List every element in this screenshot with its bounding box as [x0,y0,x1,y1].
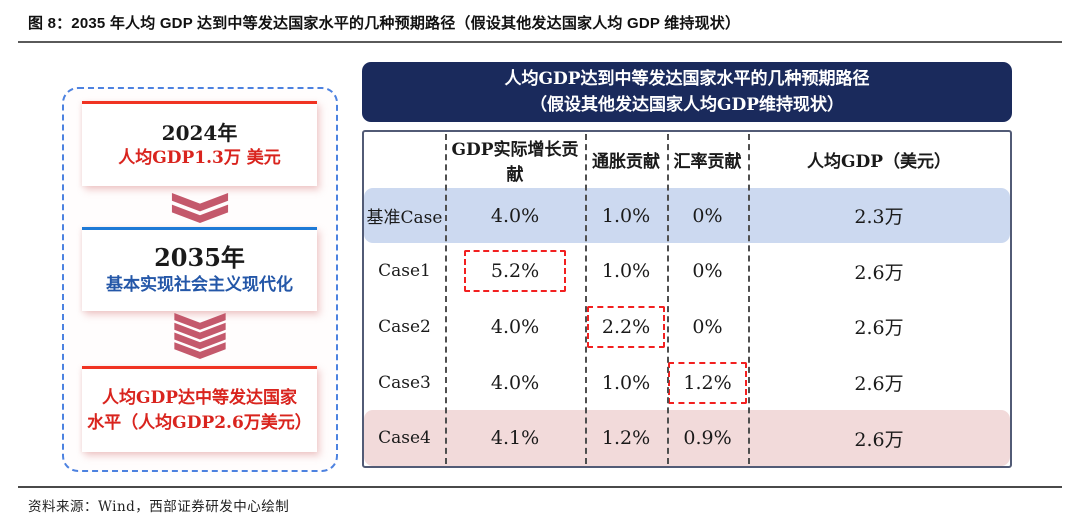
header-cell: 人均GDP（美元） [806,152,952,173]
flow-step-detail: 人均GDP1.3万 美元 [118,147,281,168]
highlight-dashed-box: 2.2% [586,305,666,348]
table-cell: 2.6万 [854,428,904,451]
caption-divider [18,41,1062,43]
table-row-case3: Case3 4.0% 1.0% 1.2% 2.6万 [364,355,1010,411]
table-cell: 0% [692,204,723,227]
quad-chevron-down-icon [174,313,226,359]
table-cell: 2.6万 [854,373,904,396]
flow-step-year: 2024年 [161,120,238,145]
flow-step-year: 2035年 [154,243,245,272]
table-header-row: GDP实际增长贡献 通胀贡献 汇率贡献 人均GDP（美元） [364,132,1010,188]
table-title-line1: 人均GDP达到中等发达国家水平的几种预期路径 [504,69,870,89]
table-cell: 4.0% [490,204,540,227]
flow-step-target: 人均GDP达中等发达国家 水平（人均GDP2.6万美元） [82,366,317,452]
flowchart-panel: 2024年 人均GDP1.3万 美元 2035年 基本实现社会主义现代化 人均G… [62,87,338,472]
table-title-banner: 人均GDP达到中等发达国家水平的几种预期路径 （假设其他发达国家人均GDP维持现… [362,62,1012,122]
table-cell: 1.2% [601,427,651,450]
table-cell: 2.2% [585,299,667,355]
table-row-case1: Case1 5.2% 1.0% 0% 2.6万 [364,243,1010,299]
table-cell: 1.0% [601,371,651,394]
table-cell: 0% [692,315,723,338]
table-cell: 0.9% [683,427,732,450]
projection-table: GDP实际增长贡献 通胀贡献 汇率贡献 人均GDP（美元） 基准Case 4.0… [362,130,1012,468]
table-cell: 1.0% [601,260,651,283]
row-label: 基准Case [366,208,443,228]
table-cell: 4.0% [490,371,540,394]
source-note: 资料来源：Wind，西部证券研发中心绘制 [28,499,290,515]
table-cell: 5.2% [445,243,585,299]
flow-step-2024: 2024年 人均GDP1.3万 美元 [82,101,317,186]
header-cell: GDP实际增长贡献 [451,139,579,185]
highlight-dashed-box: 5.2% [463,250,567,293]
flow-step-detail: 水平（人均GDP2.6万美元） [87,412,312,433]
flow-step-detail: 人均GDP达中等发达国家 [101,387,298,408]
table-cell: 2.6万 [854,261,904,284]
header-cell: 汇率贡献 [673,152,742,173]
table-cell: 4.1% [490,427,540,450]
header-cell: 通胀贡献 [592,152,660,173]
row-label: Case4 [378,428,431,449]
table-cell: 2.6万 [854,317,904,340]
highlight-dashed-box: 1.2% [668,361,747,404]
table-cell: 1.0% [601,204,651,227]
figure-caption: 图 8：2035 年人均 GDP 达到中等发达国家水平的几种预期路径（假设其他发… [28,15,741,32]
table-row-case2: Case2 4.0% 2.2% 0% 2.6万 [364,299,1010,355]
row-label: Case1 [378,261,431,282]
double-chevron-down-icon [171,193,229,223]
row-label: Case2 [378,316,431,337]
table-cell: 4.0% [490,315,540,338]
row-label: Case3 [378,372,431,393]
footer-divider [18,486,1062,488]
table-cell: 2.3万 [854,206,904,228]
table-row-base-case: 基准Case 4.0% 1.0% 0% 2.3万 [364,187,1010,244]
table-cell: 0% [692,260,723,283]
header-cell [364,132,445,188]
table-cell: 1.2% [667,355,748,411]
flow-step-detail: 基本实现社会主义现代化 [106,275,293,295]
flow-step-2035: 2035年 基本实现社会主义现代化 [82,227,317,311]
table-row-case4: Case4 4.1% 1.2% 0.9% 2.6万 [364,410,1010,467]
table-title-line2: （假设其他发达国家人均GDP维持现状） [529,95,845,115]
